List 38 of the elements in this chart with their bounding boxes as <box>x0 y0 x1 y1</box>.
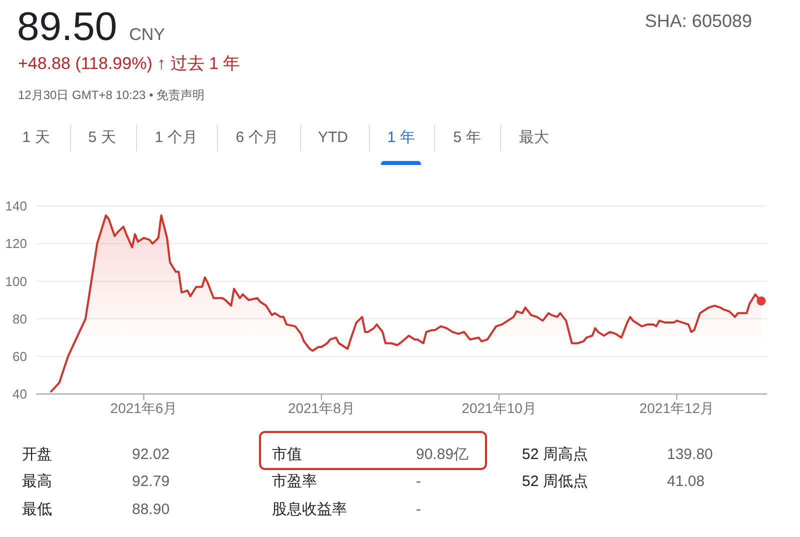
y-tick-label: 40 <box>12 386 27 402</box>
text: 41.08 <box>667 472 705 492</box>
text: 52 周低点 <box>522 472 588 492</box>
x-tick-label: 2021年6月 <box>110 400 178 416</box>
y-tick-label: 120 <box>5 236 27 252</box>
x-tick-label: 2021年10月 <box>462 400 536 416</box>
text: 开盘 <box>22 445 52 465</box>
text: 1 天 <box>22 128 50 148</box>
text: 5 天 <box>88 128 116 148</box>
text: 88.90 <box>132 500 170 520</box>
y-tick-label: 80 <box>12 311 27 326</box>
text: - <box>416 472 421 492</box>
text: 139.80 <box>667 445 713 465</box>
x-tick-label: 2021年12月 <box>639 400 714 416</box>
text: 最高 <box>22 472 52 492</box>
chart-title: 89.50 CNY <box>17 4 166 50</box>
text: 6 个月 <box>236 128 278 148</box>
text: 最低 <box>22 500 52 520</box>
text: 52 周高点 <box>522 445 588 465</box>
y-tick-label: 60 <box>12 349 27 364</box>
text: 5 年 <box>453 128 481 148</box>
x-tick-label: 2021年8月 <box>288 400 355 416</box>
y-tick-label: 100 <box>5 274 27 289</box>
text: 92.79 <box>132 472 170 492</box>
text: 12月30日 GMT+8 10:23 • 免责声明 <box>18 87 205 103</box>
text: SHA: 605089 <box>644 10 752 32</box>
chart-subtitle: +48.88 (118.99%) ↑ 过去 1 年 <box>18 53 240 75</box>
text: YTD <box>318 128 348 148</box>
text: 最大 <box>519 128 549 148</box>
text: 市盈率 <box>272 472 317 492</box>
text: - <box>416 500 421 520</box>
text: 市值 <box>272 445 302 465</box>
text: 1 个月 <box>154 128 198 148</box>
text: 股息收益率 <box>272 500 347 520</box>
text: 92.02 <box>132 445 170 465</box>
text: 90.89亿 <box>416 445 469 465</box>
text: 1 年 <box>387 128 415 148</box>
y-tick-label: 140 <box>5 198 27 214</box>
